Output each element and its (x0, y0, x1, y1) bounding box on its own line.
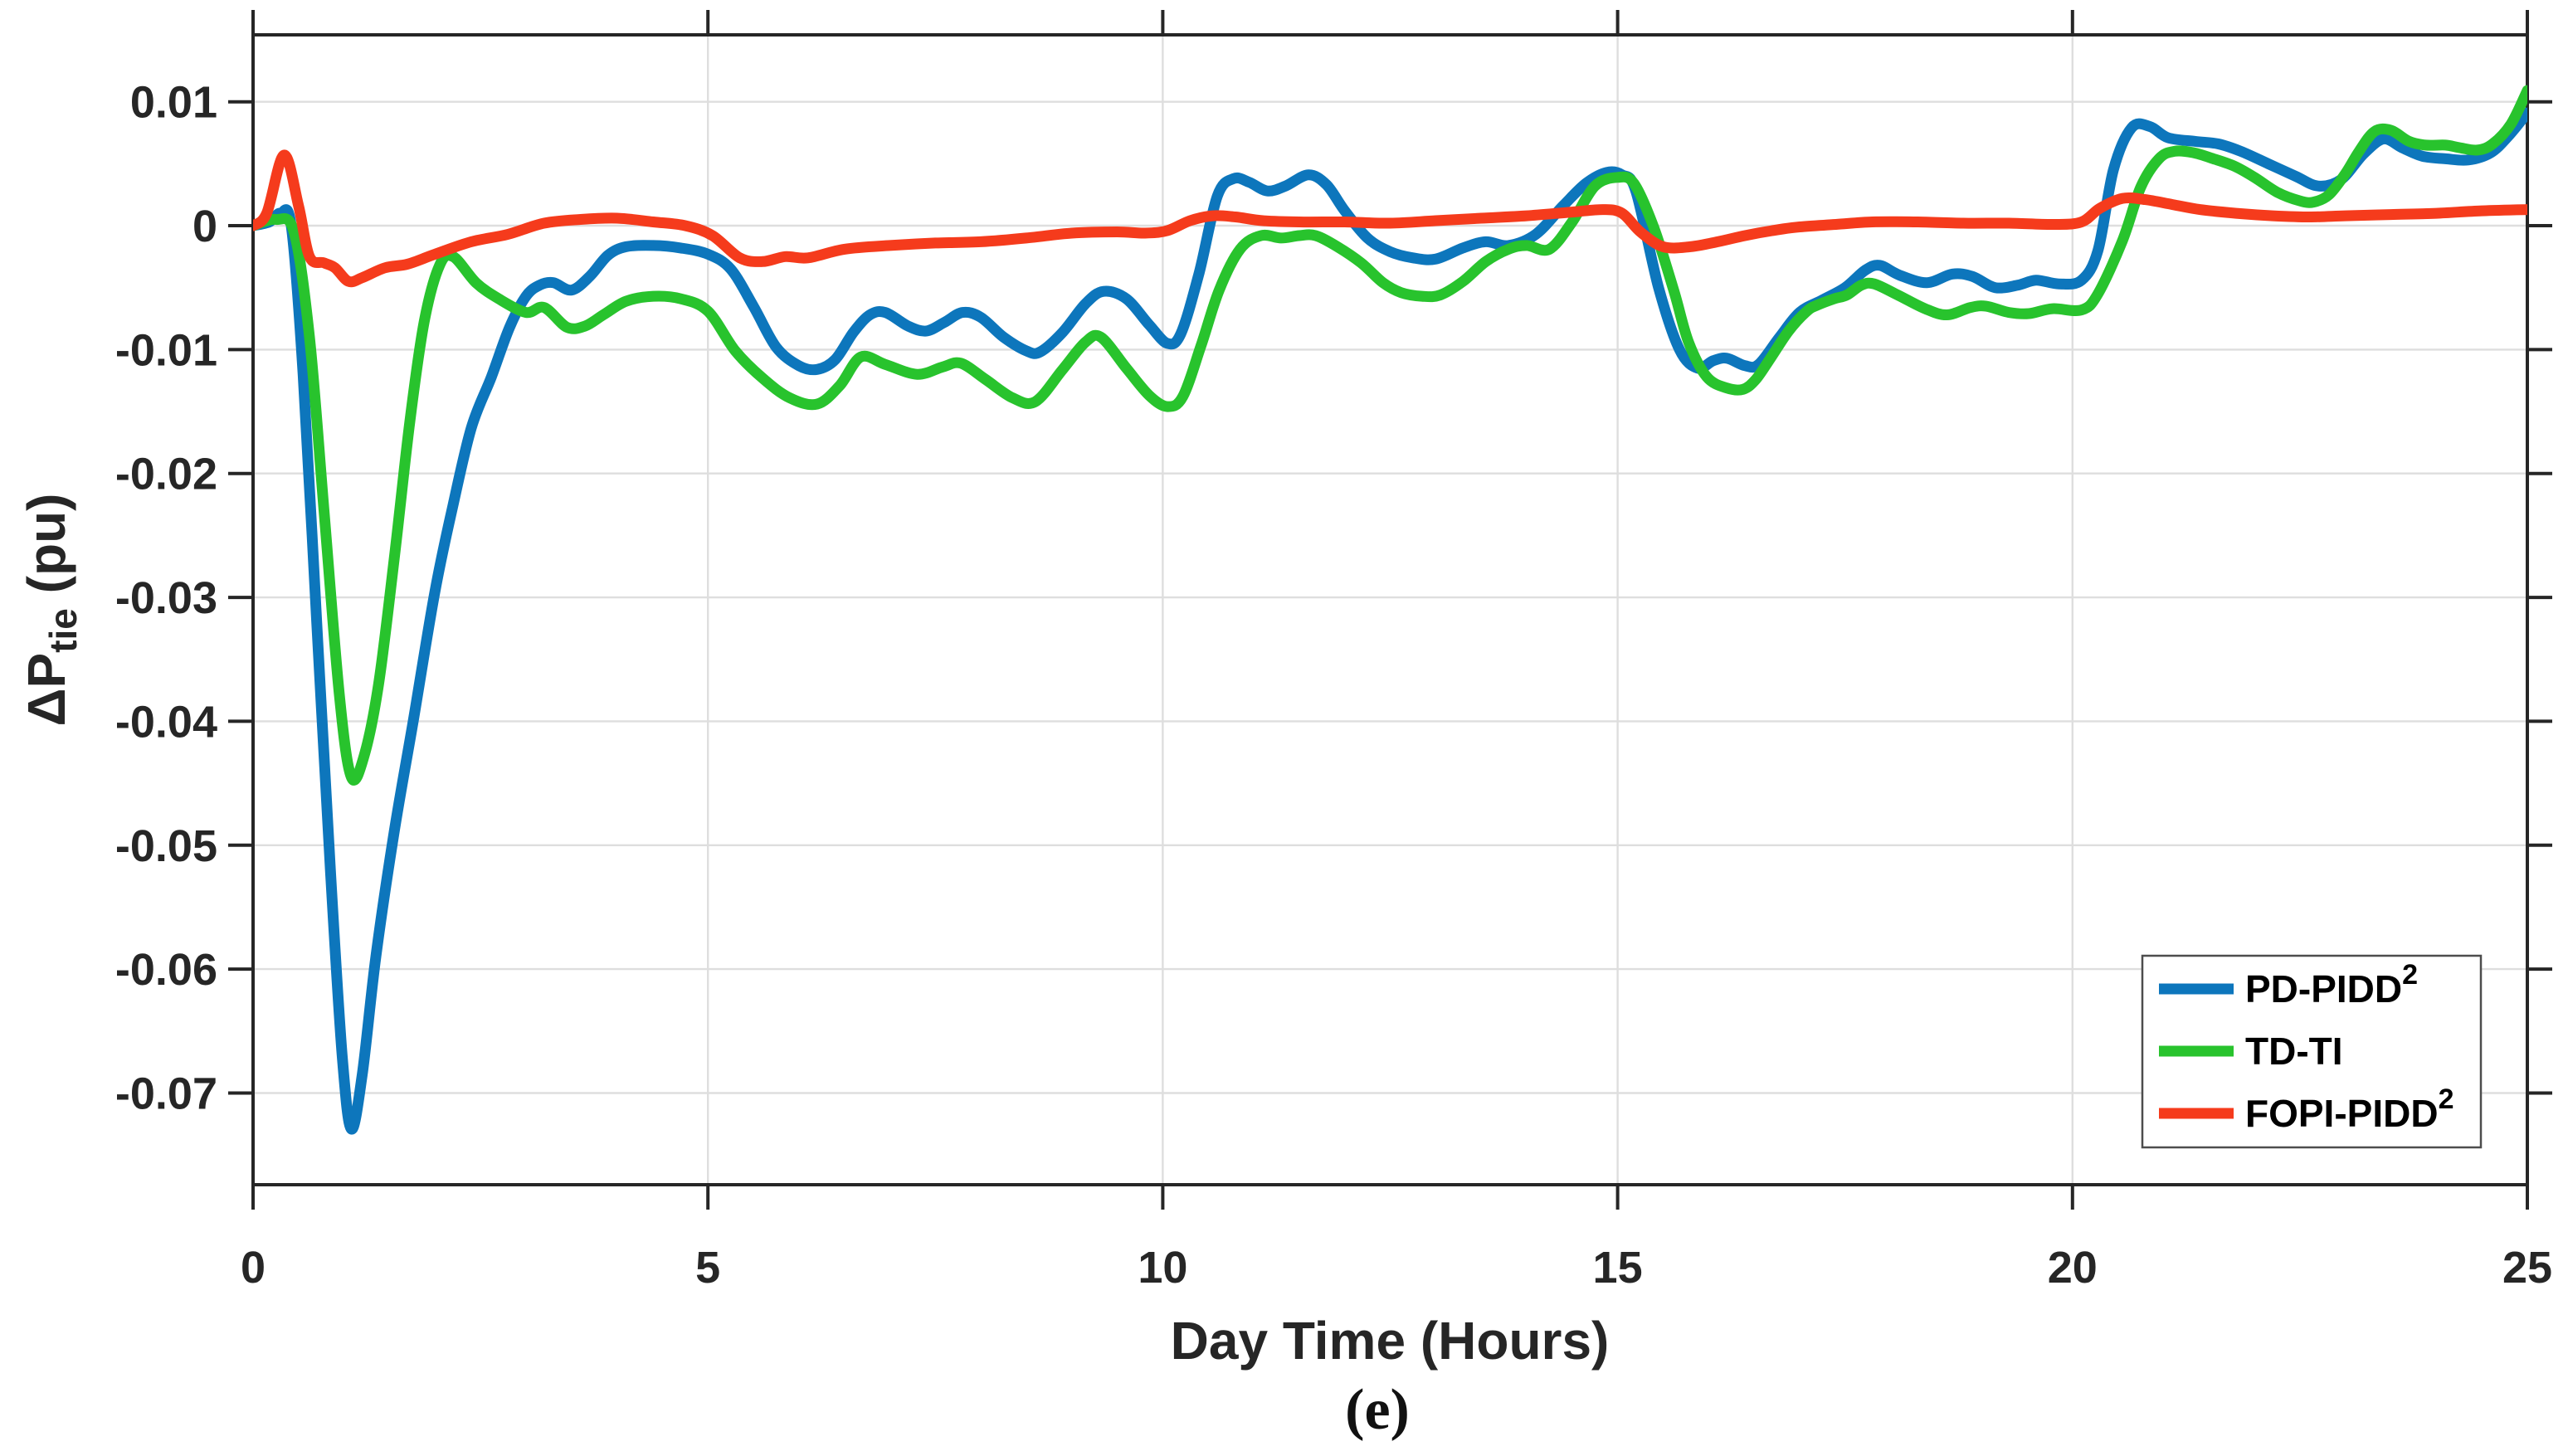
y-tick-label: -0.06 (115, 945, 217, 995)
tick-marks (228, 10, 2552, 1210)
series-line-pd-pidd2 (253, 107, 2527, 1135)
figure-caption: (e) (1345, 1378, 1410, 1442)
series-line-fopi-pidd2 (253, 149, 2527, 288)
x-tick-labels: 0 5 10 15 20 25 (241, 1243, 2552, 1293)
y-tick-label: -0.01 (115, 325, 217, 375)
legend-item-label: PD-PIDD2 (2245, 959, 2418, 1010)
x-tick-label: 5 (695, 1243, 720, 1293)
x-tick-label: 0 (241, 1243, 266, 1293)
legend-item: PD-PIDD2 (2159, 959, 2418, 1010)
x-axis-title: Day Time (Hours) (1171, 1311, 1610, 1371)
legend-item: FOPI-PIDD2 (2159, 1083, 2453, 1135)
y-tick-label: -0.02 (115, 450, 217, 499)
x-tick-label: 20 (2048, 1243, 2098, 1293)
y-tick-label: -0.03 (115, 573, 217, 623)
y-axis-title-text: ΔPtie (pu) (17, 494, 85, 727)
series-lines (253, 85, 2527, 1135)
y-tick-label: -0.07 (115, 1069, 217, 1119)
legend-item-label: FOPI-PIDD2 (2245, 1083, 2453, 1135)
legend: PD-PIDD2 TD-TI FOPI-PIDD2 (2141, 954, 2483, 1149)
y-tick-label: 0 (192, 202, 217, 251)
y-tick-labels: 0.01 0 -0.01 -0.02 -0.03 -0.04 -0.05 -0.06 -0.07 (115, 78, 217, 1119)
series-line-td-ti (253, 85, 2527, 786)
y-axis-title: ΔPtie (pu) (17, 494, 85, 727)
x-tick-label: 10 (1138, 1243, 1187, 1293)
plot-border (251, 33, 2529, 1186)
x-tick-label: 15 (1593, 1243, 1643, 1293)
x-tick-label: 25 (2502, 1243, 2552, 1293)
legend-item: TD-TI (2159, 1030, 2343, 1073)
y-tick-label: -0.04 (115, 697, 217, 747)
y-tick-label: 0.01 (130, 78, 217, 128)
y-tick-label: -0.05 (115, 821, 217, 871)
legend-item-label: TD-TI (2245, 1030, 2343, 1073)
